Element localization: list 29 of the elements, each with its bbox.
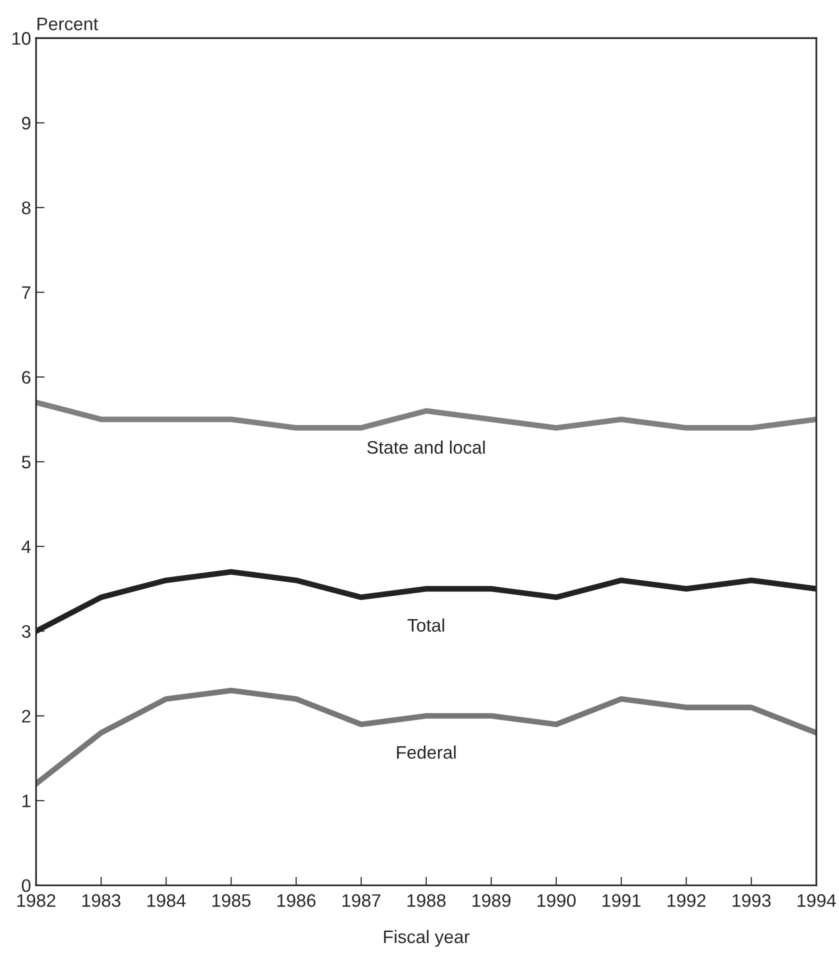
y-tick-label: 9 — [22, 116, 30, 130]
x-tick-label: 1988 — [408, 894, 446, 907]
x-tick-label: 1986 — [277, 894, 316, 907]
y-tick-label: 2 — [22, 710, 30, 722]
y-tick-label: 4 — [22, 540, 31, 553]
series-label: State and local — [367, 440, 485, 454]
x-tick-label: 1987 — [342, 894, 380, 907]
x-tick-label: 1992 — [668, 894, 706, 907]
x-tick-label: 1993 — [732, 894, 771, 907]
y-tick-label: 6 — [22, 370, 30, 384]
x-tick-label: 1991 — [602, 894, 640, 907]
y-axis-title: Percent — [38, 18, 98, 30]
y-tick-label: 7 — [22, 286, 30, 299]
y-tick-label: 5 — [22, 456, 30, 468]
series-label: Federal — [397, 746, 456, 759]
x-tick-label: 1982 — [17, 894, 56, 907]
y-tick-label: 10 — [12, 32, 31, 45]
y-tick-label: 0 — [22, 879, 31, 892]
x-tick-label: 1985 — [212, 894, 250, 907]
x-axis-title: Fiscal year — [384, 930, 470, 947]
y-tick-label: 3 — [22, 625, 30, 638]
x-tick-label: 1983 — [82, 894, 120, 907]
y-tick-label: 1 — [22, 794, 30, 808]
y-tick-label: 8 — [22, 202, 30, 214]
x-tick-label: 1989 — [472, 894, 510, 907]
x-tick-label: 1990 — [538, 894, 576, 907]
series-label: Total — [408, 618, 444, 632]
x-tick-label: 1994 — [798, 894, 836, 907]
x-tick-label: 1984 — [147, 894, 186, 907]
